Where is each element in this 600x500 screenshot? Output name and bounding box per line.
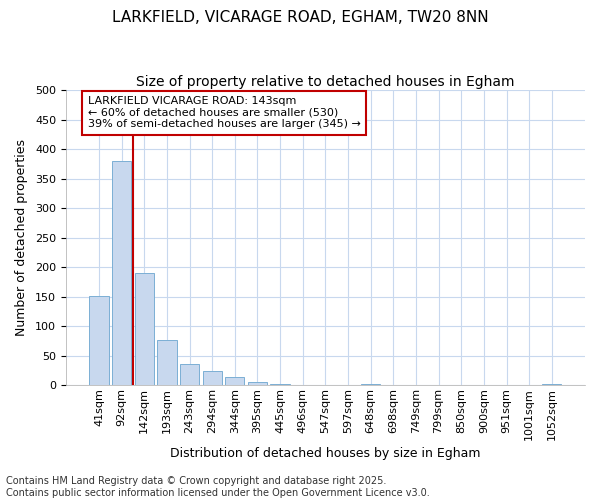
Bar (225, 376, 244, 386)
Bar (271, 384, 290, 386)
Title: Size of property relative to detached houses in Egham: Size of property relative to detached ho… (136, 75, 515, 89)
Text: LARKFIELD, VICARAGE ROAD, EGHAM, TW20 8NN: LARKFIELD, VICARAGE ROAD, EGHAM, TW20 8N… (112, 10, 488, 25)
Bar (89, 296, 109, 386)
Bar (134, 273, 154, 386)
Bar (248, 382, 267, 386)
Bar (542, 384, 562, 386)
X-axis label: Distribution of detached houses by size in Egham: Distribution of detached houses by size … (170, 447, 481, 460)
Text: LARKFIELD VICARAGE ROAD: 143sqm
← 60% of detached houses are smaller (530)
39% o: LARKFIELD VICARAGE ROAD: 143sqm ← 60% of… (88, 96, 361, 130)
Y-axis label: Number of detached properties: Number of detached properties (15, 140, 28, 336)
Bar (157, 340, 176, 386)
Bar (203, 370, 222, 386)
Bar (180, 364, 199, 386)
Bar (112, 161, 131, 386)
Bar (361, 384, 380, 386)
Text: Contains HM Land Registry data © Crown copyright and database right 2025.
Contai: Contains HM Land Registry data © Crown c… (6, 476, 430, 498)
